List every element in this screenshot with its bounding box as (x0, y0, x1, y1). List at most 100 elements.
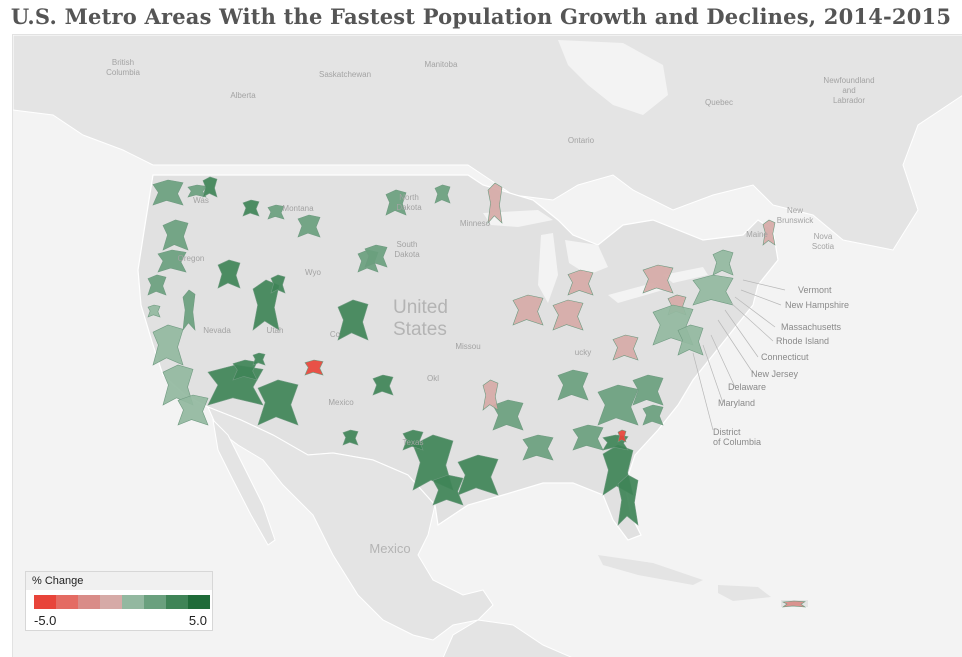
callout-dc: District of Columbia (713, 427, 761, 447)
metro-area[interactable] (552, 299, 584, 331)
callout-new-jersey: New Jersey (751, 369, 799, 379)
label-alberta: Alberta (230, 91, 256, 100)
metro-area[interactable] (482, 379, 499, 411)
map-labels: British Columbia Alberta Saskatchewan Man… (106, 58, 874, 556)
label-wyoming: Wyo (305, 268, 321, 277)
callout-maryland: Maryland (718, 398, 755, 408)
label-new-brunswick: New Brunswick (777, 206, 814, 225)
legend-min-label: -5.0 (34, 613, 57, 628)
metro-area[interactable] (557, 369, 589, 401)
metro-area[interactable] (457, 454, 499, 496)
metro-area[interactable] (267, 204, 285, 220)
metro-area[interactable] (372, 374, 394, 396)
baja-california (212, 418, 276, 546)
callout-new-hampshire: New Hampshire (785, 300, 849, 310)
metro-area[interactable] (257, 379, 299, 426)
hudson-bay (558, 40, 668, 115)
metro-area[interactable] (297, 214, 321, 238)
legend-swatch (122, 595, 144, 609)
label-minnesota: Minneso (460, 219, 491, 228)
metro-area[interactable] (432, 474, 464, 506)
legend-swatch (56, 595, 78, 609)
label-texas: Texas (403, 438, 424, 447)
label-nova-scotia: Nova Scotia (812, 232, 835, 251)
metro-area[interactable] (762, 219, 776, 246)
metro-area[interactable] (487, 182, 503, 224)
metro-areas[interactable] (147, 176, 807, 608)
metro-area[interactable] (617, 474, 639, 526)
label-missouri: Missou (455, 342, 480, 351)
chart-title: U.S. Metro Areas With the Fastest Popula… (10, 4, 952, 29)
legend-title: % Change (26, 572, 212, 590)
metro-area[interactable] (177, 394, 209, 426)
metro-area[interactable] (572, 424, 604, 451)
label-maine: Maine (746, 230, 768, 239)
metro-area[interactable] (402, 429, 424, 451)
metro-area[interactable] (217, 259, 241, 289)
metro-area[interactable] (642, 404, 664, 426)
metro-area[interactable] (337, 299, 369, 341)
callout-delaware: Delaware (728, 382, 766, 392)
metro-area[interactable] (781, 600, 807, 608)
metro-area[interactable] (270, 274, 286, 294)
metro-area[interactable] (304, 359, 324, 376)
metro-area[interactable] (342, 429, 359, 446)
metro-area[interactable] (385, 189, 407, 216)
metro-area[interactable] (252, 352, 266, 366)
mexico-landmass (207, 406, 494, 641)
metro-area[interactable] (434, 184, 451, 204)
metro-area[interactable] (152, 179, 184, 206)
label-oregon: Oregon (178, 254, 205, 263)
label-nevada: Nevada (203, 326, 231, 335)
metro-area[interactable] (202, 176, 218, 198)
map-frame[interactable]: British Columbia Alberta Saskatchewan Man… (12, 34, 962, 657)
hispaniola (718, 585, 771, 601)
metro-area[interactable] (492, 399, 524, 431)
metro-area[interactable] (147, 304, 161, 318)
metro-area[interactable] (232, 359, 258, 381)
label-washington: Was (193, 196, 209, 205)
metro-area[interactable] (632, 374, 664, 406)
metro-area[interactable] (567, 269, 594, 296)
central-america (442, 619, 572, 657)
label-united-states: United States (393, 297, 448, 340)
label-colorado: Co (330, 330, 341, 339)
metro-area[interactable] (677, 324, 704, 356)
callout-massachusetts: Massachusetts (781, 322, 842, 332)
label-south-dakota: South Dakota (394, 240, 420, 259)
callout-rhode-island: Rhode Island (776, 336, 829, 346)
label-ontario: Ontario (568, 136, 595, 145)
label-newfoundland: Newfoundland and Labrador (823, 76, 874, 105)
label-saskatchewan: Saskatchewan (319, 70, 371, 79)
metro-area[interactable] (162, 219, 189, 251)
label-british-columbia: British Columbia (106, 58, 140, 77)
metro-area[interactable] (612, 334, 639, 361)
metro-area[interactable] (522, 434, 554, 461)
color-legend[interactable]: % Change -5.0 5.0 (25, 571, 213, 631)
legend-swatch (100, 595, 122, 609)
metro-area[interactable] (712, 249, 734, 276)
metro-area[interactable] (364, 244, 388, 268)
label-new-mexico: Mexico (328, 398, 354, 407)
metro-area[interactable] (597, 384, 639, 426)
callout-vermont: Vermont (798, 285, 832, 295)
metro-area[interactable] (512, 294, 544, 326)
metro-area[interactable] (152, 324, 184, 366)
metro-area[interactable] (147, 274, 167, 296)
map-canvas[interactable]: British Columbia Alberta Saskatchewan Man… (13, 35, 962, 657)
metro-area[interactable] (617, 429, 627, 443)
metro-area[interactable] (157, 249, 187, 273)
metro-area[interactable] (642, 264, 674, 294)
legend-color-ramp (34, 595, 210, 609)
metro-area[interactable] (187, 184, 207, 198)
metro-area[interactable] (182, 289, 196, 332)
legend-swatch (166, 595, 188, 609)
label-utah: Utah (267, 326, 284, 335)
label-kentucky: ucky (575, 348, 591, 357)
callout-connecticut: Connecticut (761, 352, 809, 362)
label-north-dakota: North Dakota (396, 193, 422, 212)
metro-area[interactable] (242, 199, 260, 217)
canada-landmass (13, 35, 962, 251)
label-oklahoma: Okl (427, 374, 439, 383)
label-manitoba: Manitoba (425, 60, 458, 69)
